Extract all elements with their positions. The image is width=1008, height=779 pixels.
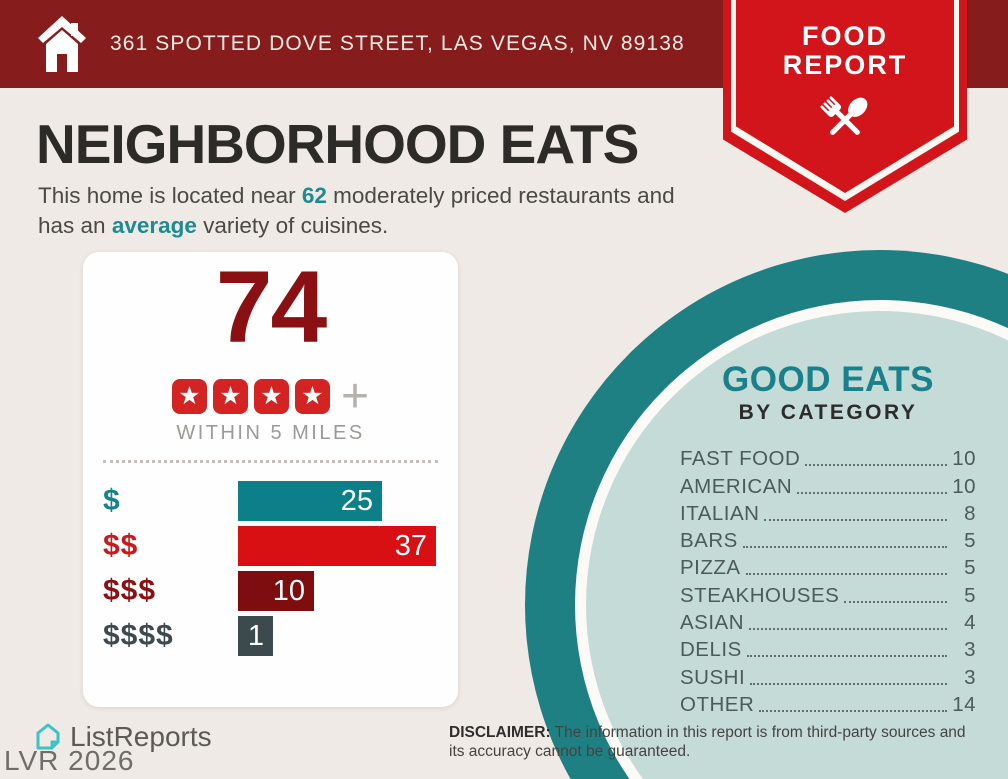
radius-label: WITHIN 5 MILES bbox=[176, 422, 365, 444]
disclaimer-label: DISCLAIMER: bbox=[449, 724, 551, 741]
category-label: BARS bbox=[680, 529, 738, 553]
category-row: AMERICAN 10 bbox=[680, 471, 976, 498]
category-label: SUSHI bbox=[680, 665, 746, 689]
subtitle-text: variety of cuisines. bbox=[196, 212, 389, 238]
category-row: ASIAN 4 bbox=[680, 608, 976, 635]
listreports-logo-icon bbox=[36, 723, 60, 750]
variety-highlight: average bbox=[111, 212, 197, 238]
price-bar: 25 bbox=[238, 481, 382, 521]
dotted-leader bbox=[759, 709, 947, 712]
dotted-leader bbox=[746, 655, 947, 658]
category-row: PIZZA 5 bbox=[680, 553, 976, 580]
brand-name: ListReports bbox=[70, 721, 212, 752]
disclaimer-text: The information in this report is from t… bbox=[449, 724, 966, 761]
price-bars: $25 $$ 37 $$$ 10 $$$$ 1 bbox=[103, 481, 444, 661]
category-label: DELIS bbox=[680, 638, 742, 662]
category-row: STEAKHOUSES 5 bbox=[680, 580, 976, 607]
price-bar-row: $$ 37 bbox=[103, 526, 444, 566]
category-label: FAST FOOD bbox=[680, 447, 801, 471]
price-bar: 1 bbox=[238, 616, 273, 656]
price-bar: 37 bbox=[238, 526, 436, 566]
category-label: ASIAN bbox=[680, 611, 745, 635]
price-bar: 10 bbox=[238, 571, 314, 611]
badge-title-line1: FOOD bbox=[802, 21, 888, 51]
home-icon bbox=[38, 16, 86, 72]
dotted-leader bbox=[749, 628, 947, 631]
category-label: AMERICAN bbox=[680, 474, 793, 498]
price-bar-value: 37 bbox=[394, 529, 427, 562]
dotted-leader bbox=[764, 518, 947, 521]
category-row: SUSHI 3 bbox=[680, 662, 976, 689]
category-panel-subtitle: BY CATEGORY bbox=[738, 401, 918, 424]
property-address: 361 SPOTTED DOVE STREET, LAS VEGAS, NV 8… bbox=[110, 32, 685, 55]
subtitle-text: moderately priced restaurants and has an bbox=[38, 183, 675, 238]
category-row: ITALIAN 8 bbox=[680, 499, 976, 526]
dotted-leader bbox=[844, 600, 947, 603]
brand-lockup: ListReports bbox=[33, 721, 212, 753]
category-label: STEAKHOUSES bbox=[680, 583, 840, 607]
category-row: BARS 5 bbox=[680, 526, 976, 553]
subtitle-text: This home is located near bbox=[38, 183, 302, 208]
yelp-star-icon: ★ bbox=[253, 379, 289, 414]
category-count: 4 bbox=[964, 611, 976, 635]
price-level-label: $ bbox=[103, 484, 121, 517]
score-card: 74 ★ ★ ★ ★ + WITHIN 5 MILES $25 $$ 37 $$$ 10 $$$$… bbox=[83, 252, 458, 707]
price-bar-row: $25 bbox=[103, 481, 444, 521]
dotted-leader bbox=[805, 464, 947, 467]
badge-title-line2: REPORT bbox=[782, 49, 908, 80]
spoon-fork-icon bbox=[820, 96, 868, 136]
dotted-leader bbox=[797, 491, 947, 494]
price-bar-value: 10 bbox=[272, 574, 305, 607]
category-count: 14 bbox=[952, 692, 976, 716]
yelp-star-icon: ★ bbox=[294, 379, 330, 414]
category-panel-title: GOOD EATS bbox=[722, 360, 934, 399]
category-count: 5 bbox=[964, 556, 976, 580]
yelp-star-icon: ★ bbox=[171, 379, 207, 414]
category-count: 5 bbox=[964, 529, 976, 553]
dotted-leader bbox=[745, 573, 947, 576]
price-level-label: $$$$ bbox=[103, 619, 174, 652]
dotted-leader bbox=[742, 546, 947, 549]
watermark: LVR 2026 bbox=[4, 745, 135, 776]
category-label: ITALIAN bbox=[680, 501, 760, 525]
category-count: 3 bbox=[964, 638, 976, 662]
category-count: 10 bbox=[952, 447, 976, 471]
category-row: FAST FOOD 10 bbox=[680, 444, 976, 471]
price-bar-value: 25 bbox=[340, 484, 373, 517]
category-row: DELIS 3 bbox=[680, 635, 976, 662]
category-count: 8 bbox=[964, 501, 976, 525]
yelp-star-icon: ★ bbox=[212, 379, 248, 414]
category-count: 5 bbox=[964, 583, 976, 607]
category-list: FAST FOOD 10 AMERICAN 10 ITALIAN 8 BARS 5 PIZZA 5… bbox=[680, 444, 976, 717]
category-count: 10 bbox=[952, 474, 976, 498]
plus-icon: + bbox=[340, 369, 370, 423]
badge-content: FOOD REPORT bbox=[723, 0, 967, 213]
restaurant-count: 62 bbox=[301, 183, 327, 208]
price-level-label: $$ bbox=[103, 529, 139, 562]
dotted-divider bbox=[103, 460, 438, 463]
dotted-leader bbox=[750, 682, 947, 685]
restaurant-score: 74 bbox=[215, 250, 327, 364]
disclaimer: DISCLAIMER: The information in this repo… bbox=[449, 723, 984, 762]
price-bar-value: 1 bbox=[247, 619, 264, 652]
page-subtitle: This home is located near 62 moderately … bbox=[38, 181, 710, 240]
category-label: OTHER bbox=[680, 692, 755, 716]
price-bar-row: $$$$ 1 bbox=[103, 616, 444, 656]
category-count: 3 bbox=[964, 665, 976, 689]
rating-stars: ★ ★ ★ ★ + bbox=[83, 369, 458, 423]
food-report-badge: FOOD REPORT bbox=[723, 0, 967, 213]
price-level-label: $$$ bbox=[103, 574, 157, 607]
page-title: NEIGHBORHOOD EATS bbox=[36, 113, 639, 175]
category-row: OTHER 14 bbox=[680, 690, 976, 717]
category-panel: GOOD EATS BY CATEGORY FAST FOOD 10 AMERICA… bbox=[680, 360, 976, 717]
price-bar-row: $$$ 10 bbox=[103, 571, 444, 611]
category-label: PIZZA bbox=[680, 556, 741, 580]
